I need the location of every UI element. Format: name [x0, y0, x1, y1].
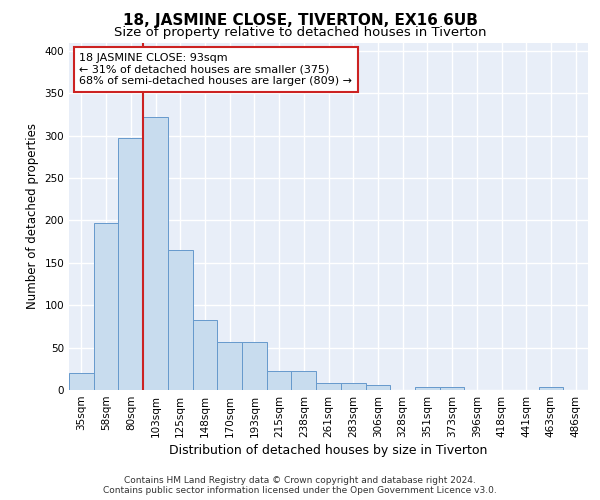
Bar: [94, 223, 118, 390]
Bar: [217, 342, 242, 390]
Bar: [267, 372, 292, 390]
Text: Size of property relative to detached houses in Tiverton: Size of property relative to detached ho…: [114, 26, 486, 39]
Y-axis label: Number of detached properties: Number of detached properties: [26, 123, 39, 309]
Bar: [143, 117, 168, 390]
Bar: [539, 386, 563, 390]
Bar: [365, 385, 390, 390]
Bar: [69, 373, 94, 390]
Bar: [242, 342, 267, 390]
Bar: [316, 383, 341, 390]
Bar: [415, 386, 440, 390]
Bar: [440, 386, 464, 390]
Text: Contains HM Land Registry data © Crown copyright and database right 2024.: Contains HM Land Registry data © Crown c…: [124, 476, 476, 485]
X-axis label: Distribution of detached houses by size in Tiverton: Distribution of detached houses by size …: [169, 444, 488, 457]
Bar: [341, 383, 365, 390]
Text: 18, JASMINE CLOSE, TIVERTON, EX16 6UB: 18, JASMINE CLOSE, TIVERTON, EX16 6UB: [122, 12, 478, 28]
Bar: [118, 138, 143, 390]
Bar: [292, 372, 316, 390]
Text: 18 JASMINE CLOSE: 93sqm
← 31% of detached houses are smaller (375)
68% of semi-d: 18 JASMINE CLOSE: 93sqm ← 31% of detache…: [79, 53, 352, 86]
Text: Contains public sector information licensed under the Open Government Licence v3: Contains public sector information licen…: [103, 486, 497, 495]
Bar: [168, 250, 193, 390]
Bar: [193, 320, 217, 390]
